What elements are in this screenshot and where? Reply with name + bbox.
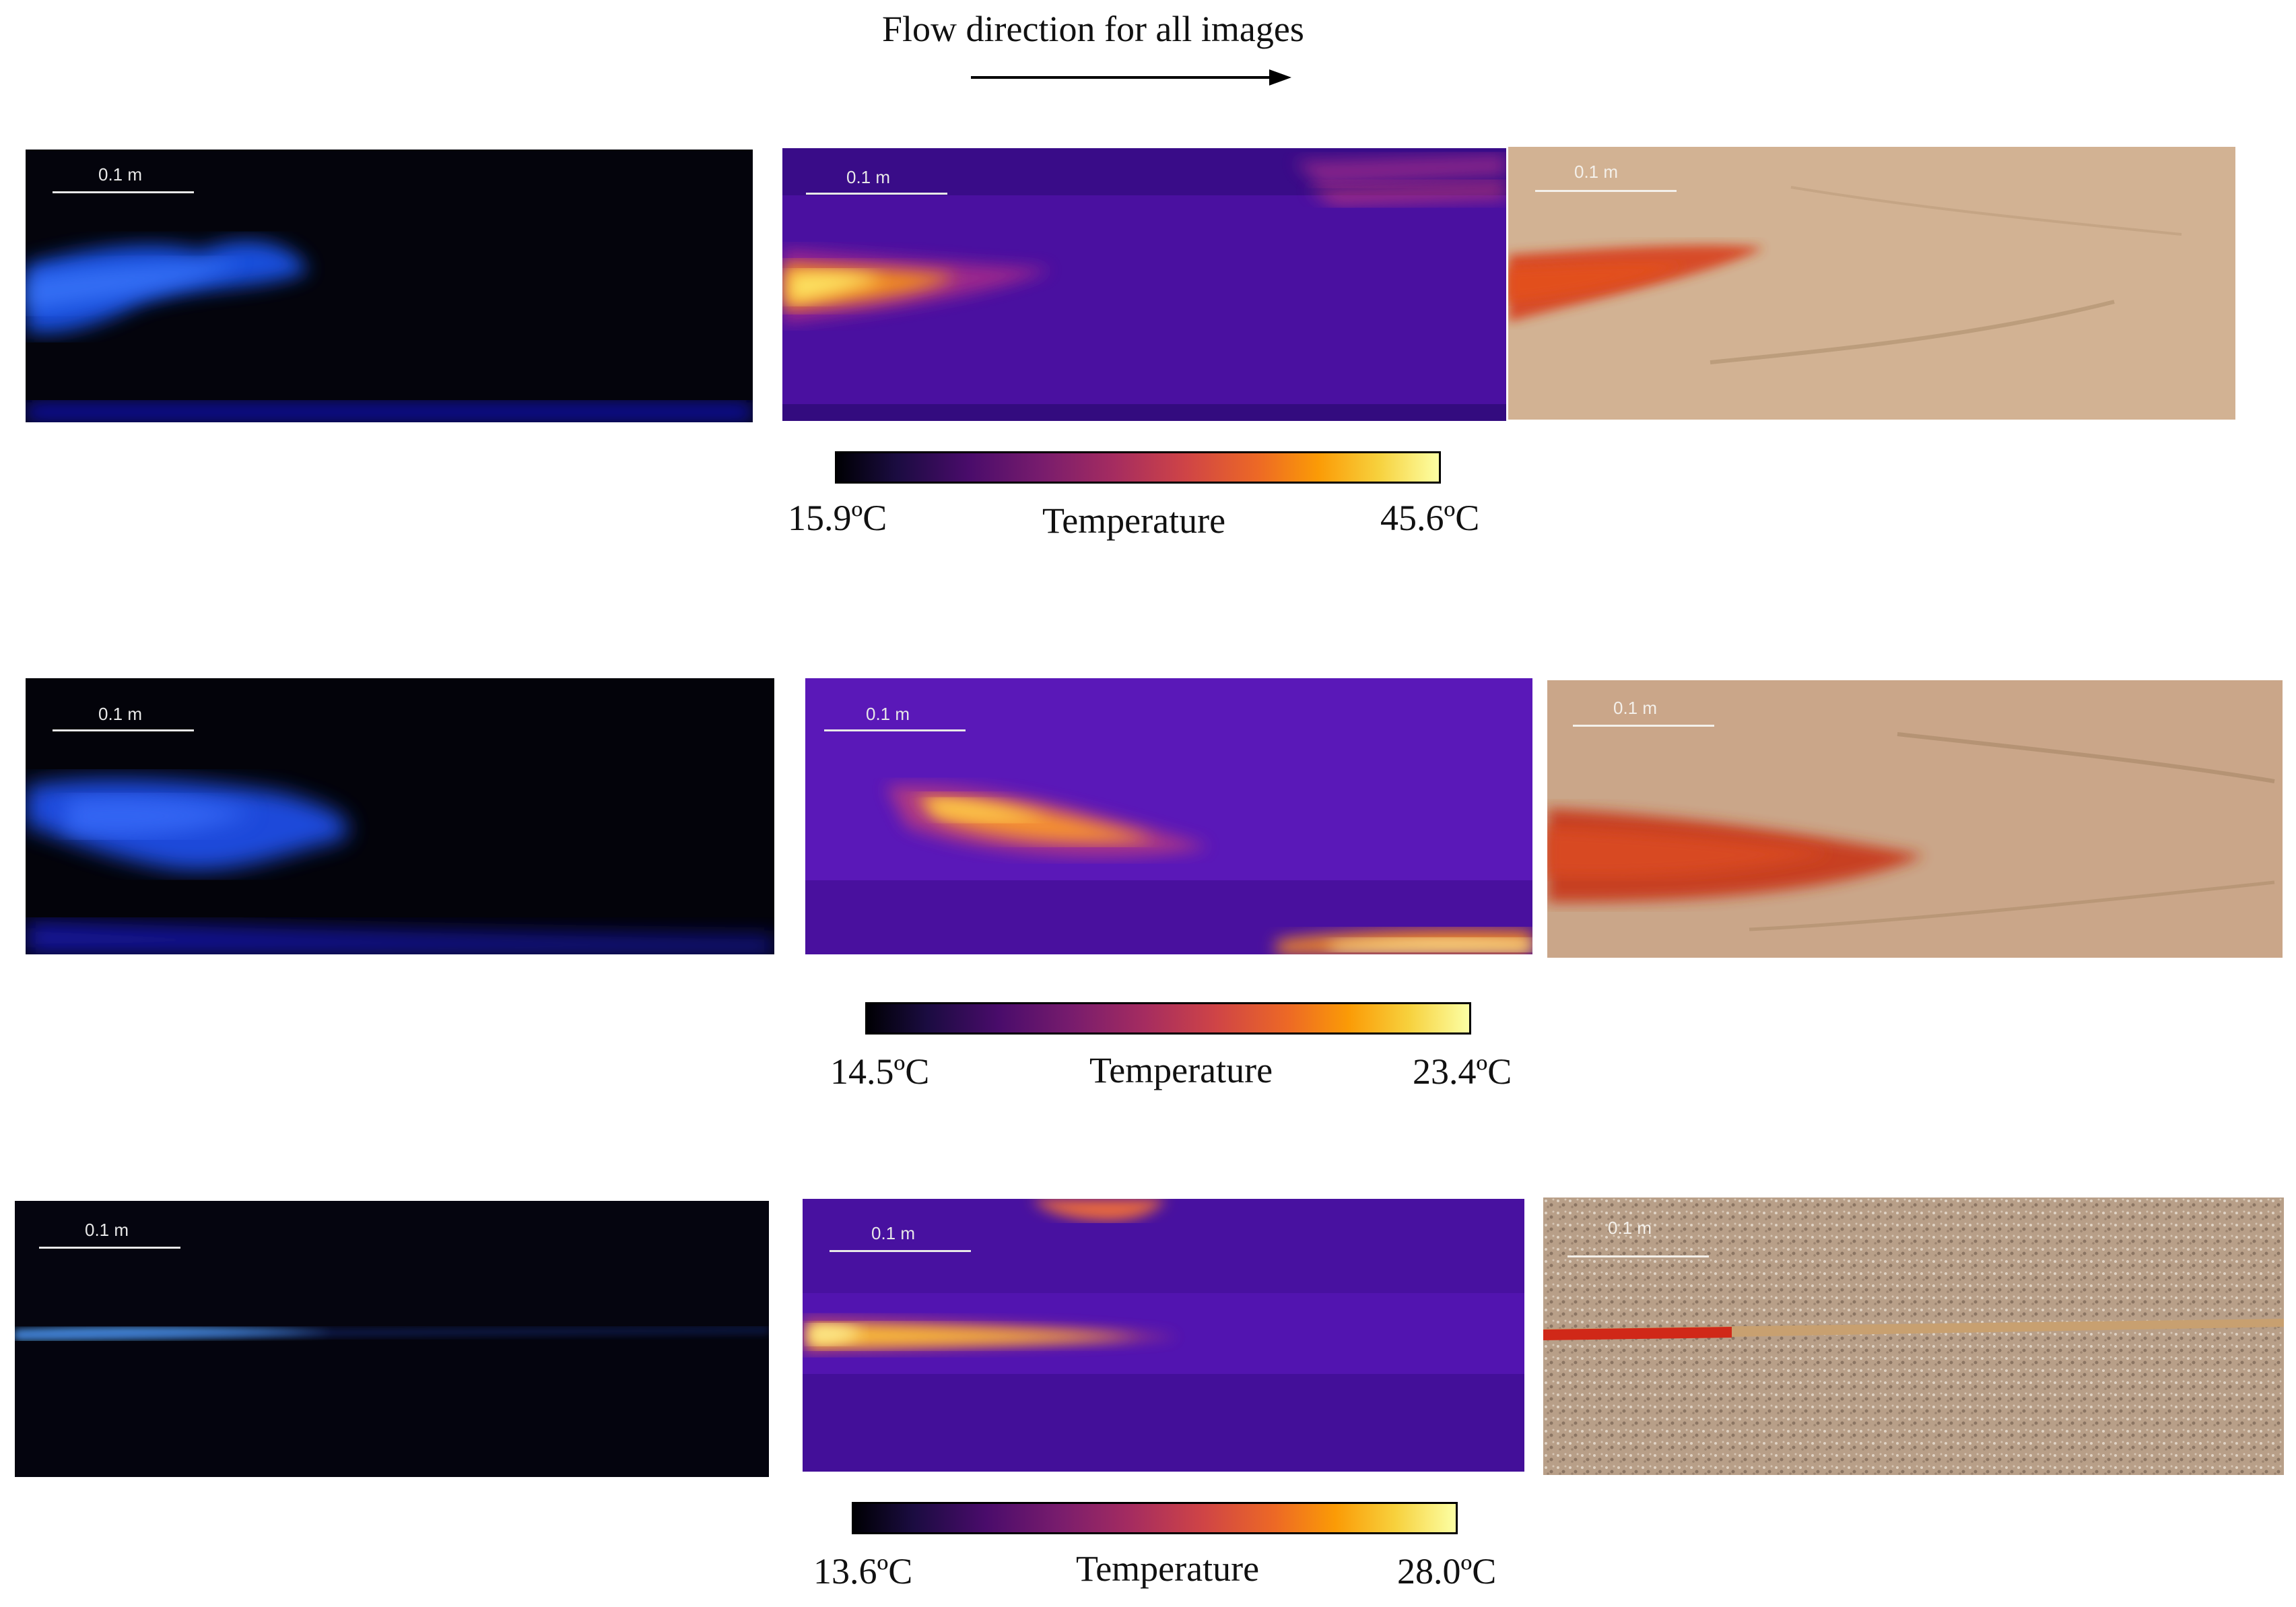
colorbar-max-label: 45.6ºC — [1380, 498, 1480, 538]
scale-bar — [824, 729, 966, 731]
scale-bar-label: 0.1 m — [85, 1220, 129, 1240]
scale-bar-label: 0.1 m — [846, 167, 891, 187]
colorbar-title: Temperature — [1042, 500, 1226, 541]
scale-bar — [1535, 190, 1677, 192]
photo-image-row-2: 0.1 m — [1547, 680, 2283, 958]
photo-image-row-1: 0.1 m — [1508, 147, 2235, 420]
scale-bar-label: 0.1 m — [1574, 162, 1619, 182]
scale-bar-label: 0.1 m — [98, 704, 143, 724]
scale-bar — [1573, 725, 1714, 727]
scale-bar-label: 0.1 m — [871, 1223, 916, 1243]
temperature-colorbar-row-1 — [835, 451, 1441, 484]
scale-bar — [1567, 1255, 1709, 1257]
scale-bar — [39, 1247, 180, 1249]
scale-bar — [53, 191, 194, 193]
scale-bar-label: 0.1 m — [1608, 1218, 1652, 1238]
colorbar-min-label: 13.6ºC — [813, 1551, 913, 1592]
flow-direction-arrow — [971, 69, 1291, 86]
uv-image-row-2: 0.1 m — [26, 678, 774, 954]
thermal-image-row-1: 0.1 m — [782, 148, 1506, 421]
figure-title: Flow direction for all images — [882, 9, 1304, 49]
scale-bar — [53, 729, 194, 731]
colorbar-max-label: 28.0ºC — [1397, 1551, 1497, 1592]
temperature-colorbar-row-3 — [852, 1502, 1458, 1534]
colorbar-title: Temperature — [1076, 1548, 1260, 1589]
scale-bar-label: 0.1 m — [1613, 698, 1658, 718]
scale-bar-label: 0.1 m — [866, 704, 910, 724]
colorbar-min-label: 14.5ºC — [830, 1051, 930, 1092]
uv-image-row-1: 0.1 m — [26, 150, 753, 422]
scale-bar-label: 0.1 m — [98, 164, 143, 185]
colorbar-title: Temperature — [1089, 1050, 1273, 1090]
scale-bar — [830, 1250, 971, 1252]
colorbar-max-label: 23.4ºC — [1413, 1051, 1512, 1092]
uv-image-row-3: 0.1 m — [15, 1201, 769, 1477]
scale-bar — [806, 193, 947, 195]
thermal-image-row-3: 0.1 m — [803, 1199, 1524, 1472]
temperature-colorbar-row-2 — [865, 1002, 1471, 1035]
thermal-image-row-2: 0.1 m — [805, 678, 1532, 954]
colorbar-min-label: 15.9ºC — [788, 498, 887, 538]
photo-image-row-3: 0.1 m — [1543, 1198, 2284, 1475]
